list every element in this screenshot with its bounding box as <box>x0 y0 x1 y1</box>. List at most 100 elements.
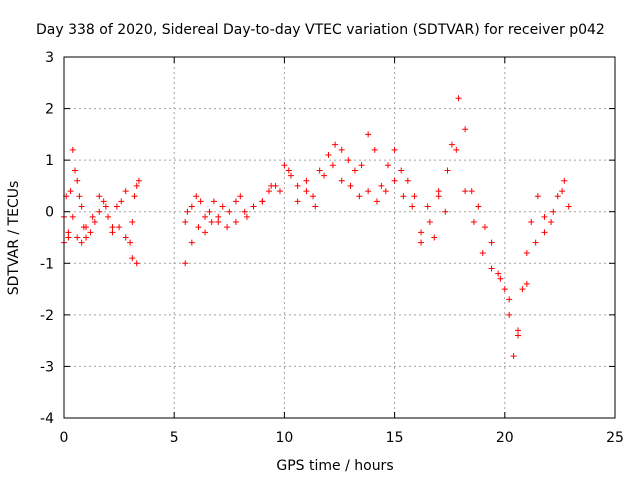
data-point <box>338 146 345 153</box>
data-point <box>371 146 378 153</box>
data-point <box>303 177 310 184</box>
x-tick-label: 10 <box>275 430 293 446</box>
data-point <box>332 141 339 148</box>
data-point <box>122 188 129 195</box>
data-point <box>91 219 98 226</box>
data-point <box>426 219 433 226</box>
data-point <box>65 234 72 241</box>
data-point <box>202 213 209 220</box>
data-point <box>345 157 352 164</box>
data-point <box>409 203 416 210</box>
data-point <box>462 126 469 133</box>
data-point <box>294 182 301 189</box>
data-point <box>435 188 442 195</box>
y-tick-label: -2 <box>40 308 54 324</box>
data-point <box>188 203 195 210</box>
data-point <box>418 239 425 246</box>
data-point <box>495 270 502 277</box>
x-tick-label: 25 <box>606 430 624 446</box>
grid <box>63 56 616 419</box>
data-point <box>448 141 455 148</box>
data-point <box>532 239 539 246</box>
data-point <box>378 182 385 189</box>
data-point <box>515 332 522 339</box>
data-point <box>404 177 411 184</box>
data-point <box>83 224 90 231</box>
data-point <box>129 219 136 226</box>
data-point <box>468 188 475 195</box>
data-point <box>365 131 372 138</box>
data-point <box>129 255 136 262</box>
data-point <box>215 213 222 220</box>
data-point <box>541 229 548 236</box>
data-point <box>479 249 486 256</box>
data-point <box>400 193 407 200</box>
data-point <box>356 193 363 200</box>
data-point <box>329 162 336 169</box>
data-point <box>475 203 482 210</box>
data-point <box>365 188 372 195</box>
data-point <box>565 203 572 210</box>
data-point <box>122 234 129 241</box>
data-point <box>435 193 442 200</box>
data-point <box>444 167 451 174</box>
data-point <box>232 198 239 205</box>
data-point <box>303 188 310 195</box>
data-point <box>528 219 535 226</box>
data-point <box>131 193 138 200</box>
y-tick-label: 1 <box>45 153 54 169</box>
data-point <box>100 198 107 205</box>
data-point <box>135 177 142 184</box>
data-point <box>462 188 469 195</box>
data-point <box>188 239 195 246</box>
data-point <box>224 224 231 231</box>
data-point <box>316 167 323 174</box>
data-point <box>102 203 109 210</box>
data-point <box>519 286 526 293</box>
data-point <box>226 208 233 215</box>
data-point <box>215 219 222 226</box>
data-point <box>259 198 266 205</box>
y-tick-label: 2 <box>45 102 54 118</box>
x-axis-ticks: 0 5 10 15 20 25 <box>60 57 624 446</box>
data-point <box>232 219 239 226</box>
data-point <box>481 224 488 231</box>
data-point <box>281 162 288 169</box>
data-point <box>455 95 462 102</box>
data-point <box>133 182 140 189</box>
data-point <box>206 208 213 215</box>
data-point <box>69 146 76 153</box>
data-point <box>561 177 568 184</box>
data-point <box>488 265 495 272</box>
data-point <box>338 177 345 184</box>
data-point <box>133 260 140 267</box>
data-point <box>497 275 504 282</box>
data-point <box>219 203 226 210</box>
data-point <box>67 188 74 195</box>
x-tick-label: 0 <box>60 430 69 446</box>
data-point <box>523 249 530 256</box>
data-point <box>96 208 103 215</box>
data-point <box>193 193 200 200</box>
data-point <box>285 167 292 174</box>
data-point <box>510 353 517 360</box>
data-point <box>96 193 103 200</box>
data-point <box>506 311 513 318</box>
data-point <box>550 208 557 215</box>
data-point <box>78 203 85 210</box>
data-point <box>382 188 389 195</box>
x-tick-label: 5 <box>170 430 179 446</box>
data-point <box>391 146 398 153</box>
data-point <box>65 229 72 236</box>
data-point <box>72 167 79 174</box>
data-point <box>109 224 116 231</box>
data-point <box>69 213 76 220</box>
data-point <box>116 224 123 231</box>
data-point <box>373 198 380 205</box>
y-tick-label: -1 <box>40 256 54 272</box>
data-point <box>548 219 555 226</box>
chart-title: Day 338 of 2020, Sidereal Day-to-day VTE… <box>36 22 605 38</box>
data-point <box>431 234 438 241</box>
data-point <box>89 213 96 220</box>
data-point <box>83 234 90 241</box>
